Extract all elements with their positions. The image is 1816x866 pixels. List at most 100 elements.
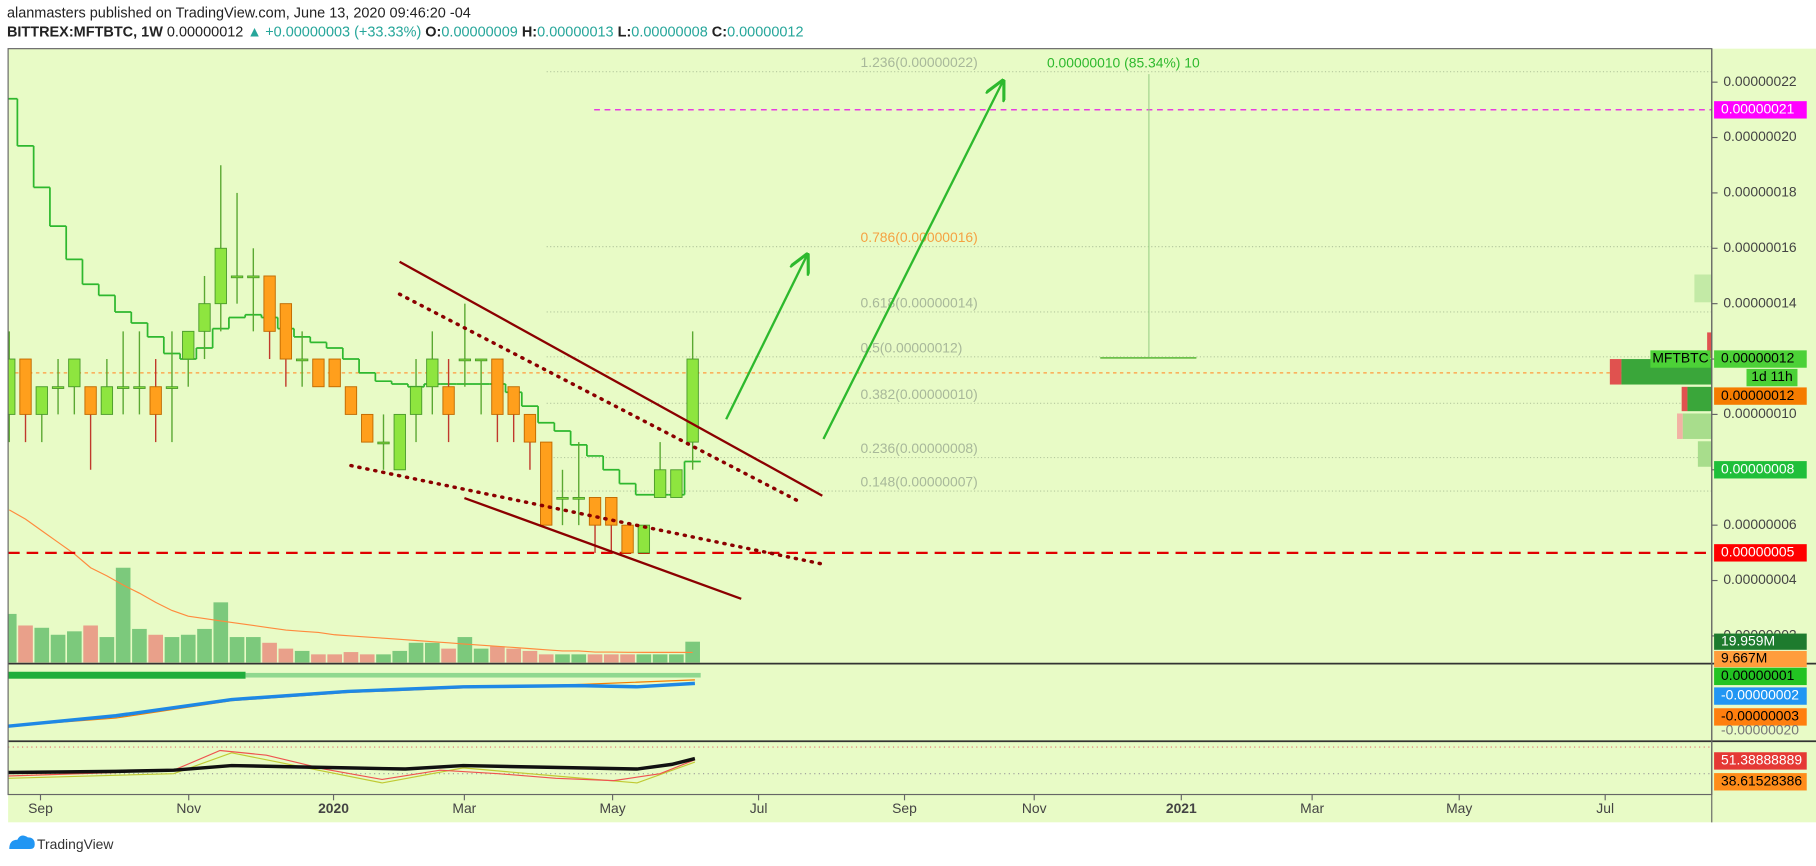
volume-bar [294, 650, 310, 663]
candle-body [100, 386, 114, 415]
volume-layer [8, 509, 700, 663]
volume-bar [83, 625, 98, 663]
x-tick-label: Sep [28, 800, 53, 816]
pane-marker-label: -0.00000003 [1721, 708, 1799, 724]
candle-body [182, 330, 195, 360]
candle-body [295, 358, 309, 362]
axis-marker [1714, 350, 1807, 368]
chart-background [8, 48, 1816, 823]
macd-line [7, 681, 696, 728]
axis-marker-label: 0.00000012 [1721, 350, 1795, 366]
candle-body [458, 358, 472, 362]
candle-body [605, 497, 618, 526]
volume-bar [587, 654, 603, 663]
volume-bar [441, 648, 456, 663]
symbol-line: BITTREX:MFTBTC, 1W 0.00000012 ▲ +0.000000… [7, 24, 804, 40]
y-tick-label: 0.00000006 [1723, 516, 1797, 532]
volume-ma-line [8, 509, 693, 653]
fib-layer: 1.236(0.00000022) 0.786(0.00000016) 0.618(… [546, 54, 1712, 492]
x-tick-label: Nov [1022, 800, 1047, 816]
axis-marker-label: 0.00000005 [1721, 544, 1795, 560]
histogram [8, 671, 246, 679]
lower-pane-1 [7, 671, 701, 728]
axis-marker [1714, 461, 1807, 479]
candle-body [35, 386, 48, 415]
volume-bar [424, 642, 440, 663]
candle-body [442, 386, 455, 415]
low-value: 0.00000008 [631, 24, 707, 40]
candle-body [312, 358, 325, 388]
low-label: L: [618, 24, 632, 40]
axis-marker [1714, 101, 1807, 119]
axis-layer: 0.00000022 0.00000020 0.00000018 0.00000016… [28, 73, 1807, 816]
candle-body [588, 497, 602, 526]
candle-body [230, 275, 244, 279]
open-value: 0.00000009 [441, 24, 517, 40]
volume-marker [1714, 650, 1807, 668]
arrow [725, 255, 807, 420]
candle-body [686, 358, 699, 443]
volume-bar [457, 637, 473, 663]
volume-bar [603, 654, 619, 663]
candle-body [637, 524, 651, 554]
lower-pane-2 [8, 746, 1712, 784]
y-tick-label: 0.00000010 [1723, 405, 1797, 421]
pane-marker [1714, 687, 1807, 705]
fib-label: 0.148(0.00000007) [861, 474, 978, 490]
volume-bar [311, 654, 326, 663]
candle-body [51, 386, 65, 389]
volume-bar [262, 642, 277, 663]
candle-body [474, 358, 488, 362]
volume-bar [652, 654, 668, 663]
volume-bar [99, 637, 115, 663]
open-label: O: [425, 24, 441, 40]
y-tick-label: 0.00000020 [1723, 128, 1797, 144]
candle-body [68, 358, 81, 388]
volume-bar [636, 654, 652, 663]
x-tick-label: May [1446, 800, 1472, 816]
pane-marker [1714, 708, 1807, 726]
volume-bar [359, 654, 375, 663]
candle-body [556, 497, 569, 500]
fib-label: 1.236(0.00000022) [861, 54, 978, 70]
candle-body [393, 413, 406, 471]
volume-marker-label: 19.959M [1721, 632, 1775, 648]
y-tick-label: 0.00000022 [1723, 73, 1797, 89]
x-tick-label: Jul [1596, 800, 1614, 816]
candle-body [8, 358, 16, 415]
x-tick-label: Nov [176, 800, 201, 816]
profile-bar [1682, 413, 1712, 439]
volume-bar [620, 654, 635, 663]
candle-body [279, 303, 293, 360]
pane-marker [1714, 667, 1807, 686]
volume-bar [115, 567, 131, 663]
x-tick-label: May [599, 800, 625, 816]
candle-body [491, 358, 504, 415]
y-tick-label: 0.00000004 [1723, 571, 1797, 587]
publish-info: alanmasters published on TradingView.com… [7, 6, 471, 22]
pane-marker [1714, 773, 1807, 791]
volume-bar [50, 634, 66, 663]
volume-bar [18, 625, 33, 663]
axis-marker [1714, 387, 1807, 405]
countdown-tag [1746, 368, 1798, 387]
x-tick-label: Jul [750, 800, 768, 816]
candle-body [116, 386, 130, 389]
candle-body [198, 303, 211, 332]
symbol-tag-label: MFTBTC [1652, 350, 1708, 366]
volume-bar [376, 654, 391, 663]
volume-bar [571, 654, 587, 663]
volume-bar [67, 631, 82, 663]
measure-layer: 0.00000010 (85.34%) 10 [1047, 54, 1200, 359]
candle-body [670, 469, 683, 498]
candle-body [523, 413, 537, 443]
volume-marker-label: 9.667M [1721, 650, 1767, 666]
close-label: C: [712, 24, 727, 40]
pane-marker-label: -0.00000002 [1721, 687, 1799, 703]
pane-marker-label: 51.38888889 [1721, 752, 1802, 768]
brand: TradingView [37, 836, 114, 852]
candle-body [133, 386, 146, 389]
candle-body [263, 275, 276, 332]
volume-bar [343, 652, 359, 663]
drawings [349, 81, 1003, 600]
